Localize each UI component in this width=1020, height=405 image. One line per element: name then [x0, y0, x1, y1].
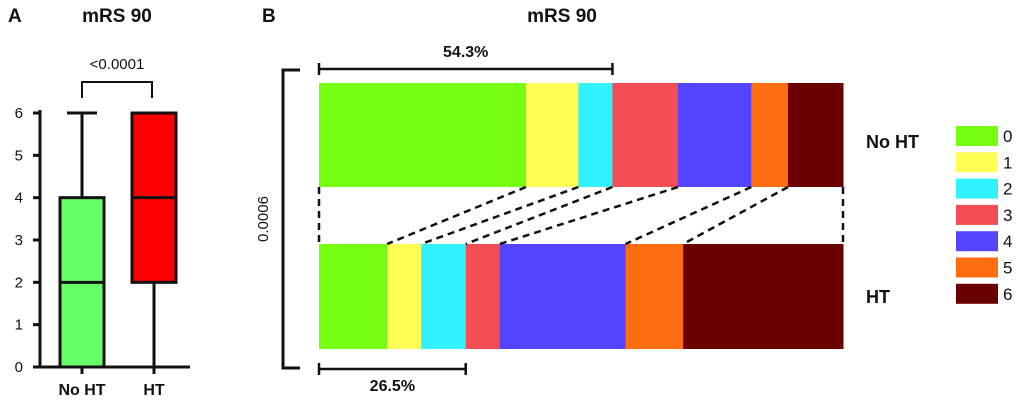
chart-b-legend-label: 5: [1003, 259, 1012, 278]
chart-b-segment-ht-mrs-3: [465, 244, 501, 349]
chart-b-legend-swatch-5: [956, 257, 998, 278]
chart-a-box-no-ht: [58, 111, 106, 369]
chart-b-side-p-value: 0.0006: [255, 196, 272, 242]
chart-b-legend-label: 3: [1003, 206, 1012, 225]
chart-b-segment-no-ht-mrs-5: [751, 83, 789, 187]
chart-b-bottom-bracket-label: 26.5%: [370, 378, 415, 395]
chart-b-legend-label: 4: [1003, 232, 1012, 251]
chart-a-y-tick-label: 5: [15, 147, 23, 164]
chart-b-top-bracket: [317, 63, 614, 75]
panel-b-stacked-bars: B mRS 90 0.0006 54.3% 26.5% No HT HT 0 1 2…: [255, 6, 1012, 395]
chart-a-title: mRS 90: [82, 6, 152, 27]
chart-b-segment-ht-mrs-5: [625, 244, 684, 349]
chart-a-y-tick-label: 2: [15, 274, 23, 291]
chart-b-segment-ht-mrs-4: [499, 244, 627, 349]
chart-b-legend-label: 1: [1003, 153, 1012, 172]
chart-b-legend-swatch-1: [956, 152, 998, 173]
chart-b-connector-line: [682, 185, 789, 246]
chart-b-connector-line: [625, 185, 752, 246]
chart-b-legend-label: 0: [1003, 127, 1012, 146]
chart-b-segment-no-ht-mrs-2: [578, 83, 613, 187]
chart-b-segment-no-ht-mrs-3: [612, 83, 679, 187]
chart-b-title: mRS 90: [527, 6, 597, 27]
chart-b-side-bracket: [281, 68, 300, 370]
chart-b-bottom-bracket: [317, 363, 467, 375]
chart-b-legend-label: 2: [1003, 180, 1012, 199]
chart-a-y-tick-label: 4: [15, 190, 23, 207]
chart-b-legend: 0 1 2 3 4 5 6: [956, 126, 1012, 304]
chart-a-y-tick-label: 3: [15, 232, 23, 249]
chart-b-legend-swatch-4: [956, 231, 998, 252]
chart-a-boxes: [58, 111, 178, 369]
chart-a-p-bracket: [81, 81, 153, 98]
chart-b-segment-ht-mrs-0: [319, 244, 388, 349]
chart-b-legend-swatch-6: [956, 283, 998, 304]
chart-b-row-label-no-ht: No HT: [866, 132, 919, 152]
chart-b-segment-ht-mrs-2: [421, 244, 467, 349]
chart-b-legend-swatch-0: [956, 126, 998, 146]
chart-b-segment-no-ht-mrs-4: [677, 83, 752, 187]
chart-b-bars: [319, 83, 844, 349]
panel-a-letter: A: [8, 6, 22, 27]
chart-b-legend-label: 6: [1003, 285, 1012, 304]
chart-b-connector-line: [386, 185, 527, 246]
chart-a-p-value: <0.0001: [90, 56, 145, 73]
chart-a-y-tick-label: 6: [15, 105, 23, 122]
chart-b-connector-line: [465, 185, 613, 246]
chart-b-segment-no-ht-mrs-0: [319, 83, 527, 187]
chart-b-top-bracket-label: 54.3%: [443, 44, 488, 61]
chart-b-legend-swatch-2: [956, 178, 998, 199]
chart-b-segment-ht-mrs-6: [683, 244, 844, 349]
chart-b-connectors: [317, 185, 845, 246]
chart-b-segment-no-ht-mrs-6: [787, 83, 844, 187]
chart-a-y-tick-label: 0: [15, 359, 23, 376]
chart-a-y-ticks: 0 1 2 3 4 5 6: [15, 105, 40, 376]
panel-b-letter: B: [262, 6, 276, 27]
chart-a-x-label-ht: HT: [143, 382, 165, 399]
chart-a-box-ht: [130, 111, 178, 369]
chart-b-connector-line: [420, 185, 579, 246]
chart-b-row-label-ht: HT: [866, 287, 890, 307]
chart-b-segment-no-ht-mrs-1: [525, 83, 579, 187]
panel-a-boxplot: A mRS 90 <0.0001 0 1 2 3 4 5 6 No HT HT: [8, 6, 190, 399]
chart-b-legend-swatch-3: [956, 204, 998, 225]
chart-a-x-label-no-ht: No HT: [58, 382, 105, 399]
chart-a-y-tick-label: 1: [15, 317, 23, 334]
chart-b-segment-ht-mrs-1: [387, 244, 422, 349]
